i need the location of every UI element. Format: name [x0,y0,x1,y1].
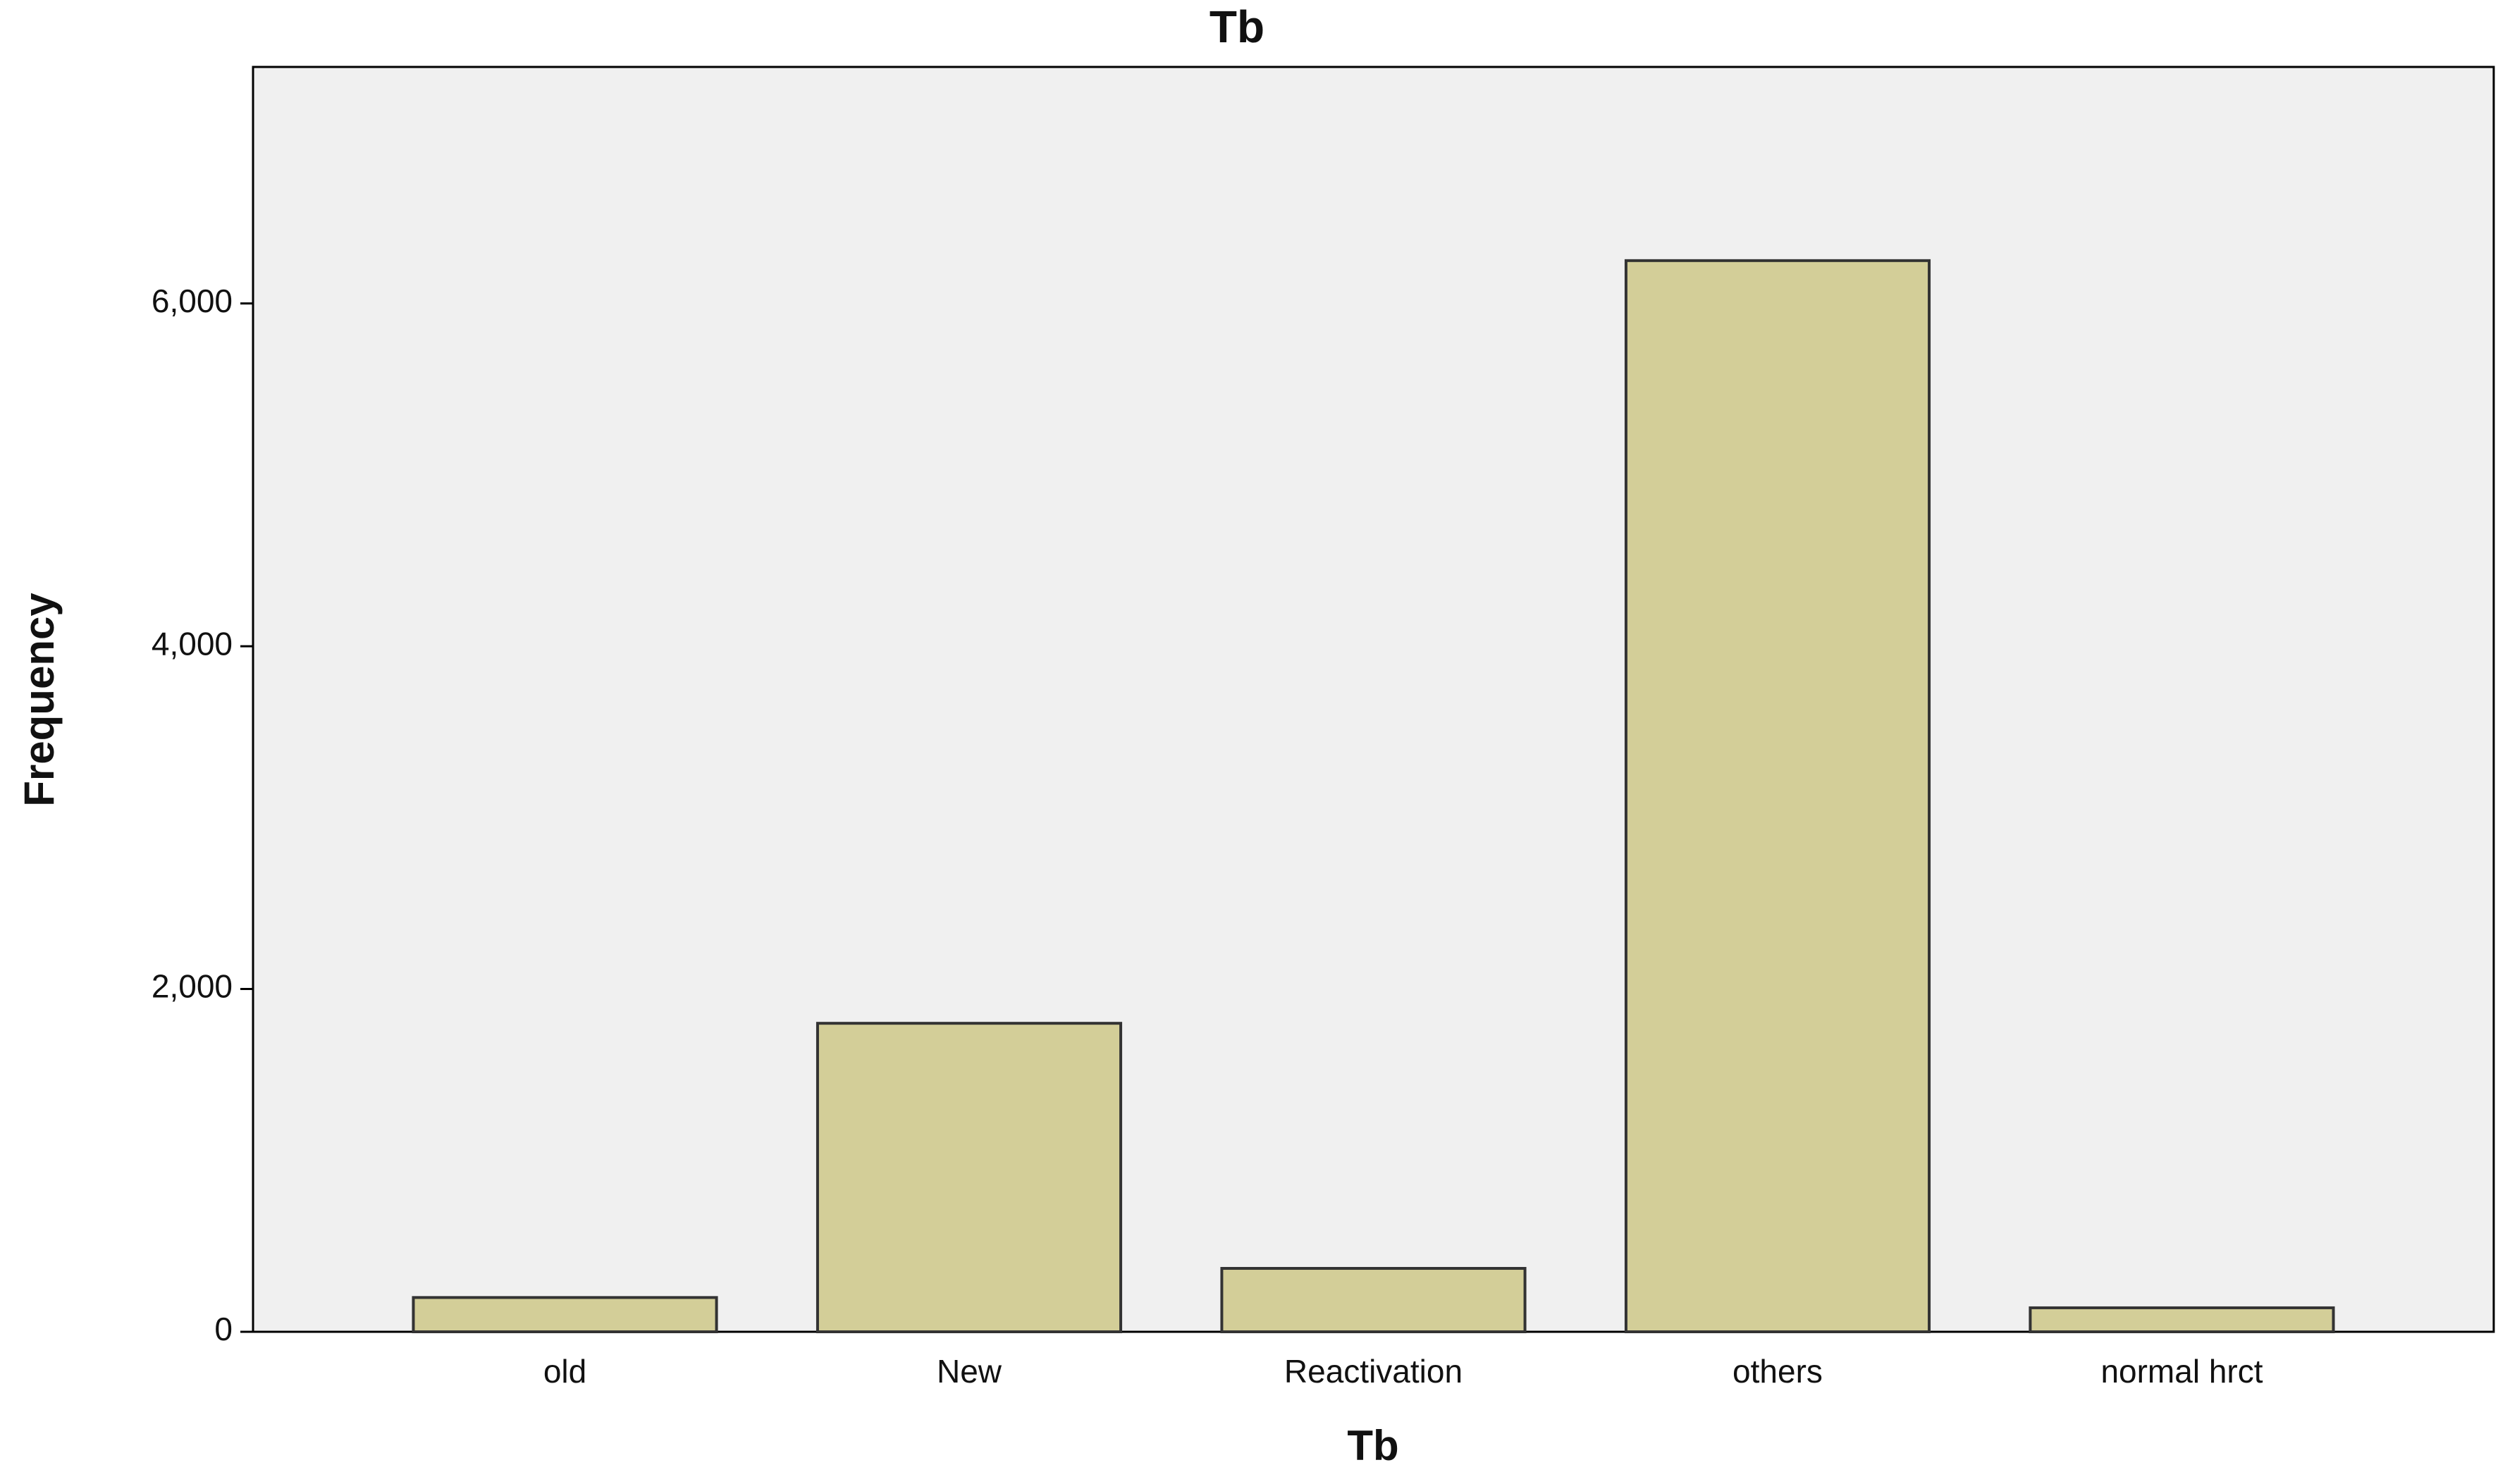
bar [815,1022,1123,1333]
y-tick-label: 4,000 [152,625,233,662]
y-tick-label: 6,000 [152,283,233,319]
x-tick-label: normal hrct [2100,1353,2263,1390]
plot-area [252,66,2495,1333]
chart-title: Tb [1210,1,1264,52]
x-tick-label: New [937,1353,1002,1390]
x-tick-label: old [543,1353,586,1390]
bar [1624,259,1931,1334]
y-axis-title: Frequency [16,593,63,807]
bar [2029,1306,2335,1333]
x-tick-label: Reactivation [1284,1353,1463,1390]
x-axis-title: Tb [1347,1422,1398,1469]
bar [1220,1267,1527,1334]
y-tick-label: 0 [214,1311,233,1347]
x-tick-label: others [1732,1353,1823,1390]
y-tick-label: 2,000 [152,968,233,1005]
bar [412,1296,718,1333]
